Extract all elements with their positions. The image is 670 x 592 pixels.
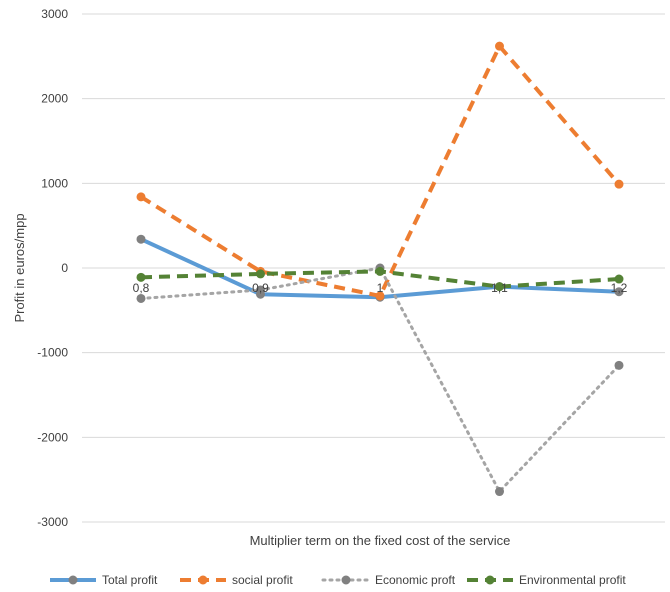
x-tick-label: 1,1 [491, 281, 508, 295]
data-point [614, 274, 624, 284]
legend-marker [68, 575, 78, 585]
legend-item: Environmental profit [467, 573, 626, 587]
x-axis-tick-labels: 0,8 0,9 1 1,1 1,2 [133, 281, 628, 295]
y-tick-label: 1000 [41, 176, 68, 190]
legend-marker [341, 575, 351, 585]
y-axis-tick-labels: 3000 2000 1000 0 -1000 -2000 -3000 [37, 7, 68, 529]
data-point [136, 272, 146, 282]
data-series [136, 41, 624, 497]
x-tick-label: 0,9 [252, 281, 269, 295]
series-line [139, 44, 621, 298]
data-point [495, 282, 504, 292]
x-axis-title: Multiplier term on the fixed cost of the… [250, 533, 511, 548]
legend-marker [485, 575, 495, 585]
legend-label: social profit [232, 573, 293, 587]
data-point [375, 266, 385, 276]
series-2 [136, 41, 624, 301]
x-tick-label: 1,2 [611, 281, 628, 295]
y-tick-label: 3000 [41, 7, 68, 21]
x-tick-label: 1 [377, 281, 384, 295]
data-point [136, 192, 146, 202]
legend-label: Economic proft [375, 573, 456, 587]
legend-item: Economic proft [321, 573, 456, 587]
data-point [614, 360, 624, 370]
data-point [256, 269, 265, 279]
data-point [495, 41, 504, 51]
data-point [375, 291, 385, 301]
y-tick-label: -1000 [37, 346, 68, 360]
legend: Total profit social profit Economic proft E… [50, 573, 626, 587]
data-point [136, 293, 146, 303]
data-point [136, 234, 146, 244]
legend-item: social profit [180, 573, 293, 587]
data-point [614, 287, 624, 297]
y-tick-label: 0 [61, 261, 68, 275]
legend-label: Total profit [102, 573, 158, 587]
legend-label: Environmental profit [519, 573, 626, 587]
legend-marker [198, 575, 208, 585]
legend-item: Total profit [50, 573, 158, 587]
data-point [256, 285, 265, 295]
data-point [614, 179, 624, 189]
gridlines [82, 13, 665, 523]
y-tick-label: -3000 [37, 515, 68, 529]
y-tick-label: -2000 [37, 430, 68, 444]
y-axis-title: Profit in euros/mpp [12, 213, 27, 322]
x-tick-label: 0,8 [133, 281, 150, 295]
y-tick-label: 2000 [41, 92, 68, 106]
series-4 [136, 266, 624, 292]
data-point [495, 487, 504, 497]
